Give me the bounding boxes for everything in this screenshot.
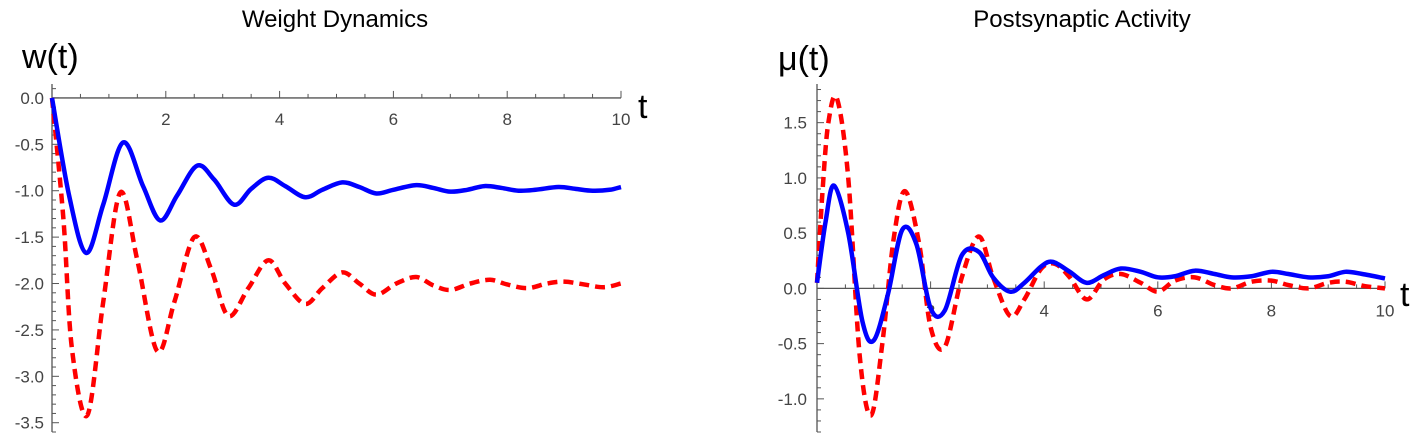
y-tick-label: -1.0 [15,182,44,201]
y-tick-label: 0.0 [20,89,44,108]
y-axis-label: w(t) [21,38,79,76]
y-tick-label: -3.0 [15,367,44,386]
x-tick-label: 2 [161,110,170,129]
x-tick-label: 6 [389,110,398,129]
y-tick-label: 0.0 [783,279,807,298]
chart-title: Weight Dynamics [242,6,428,33]
y-tick-label: -1.0 [778,390,807,409]
x-tick-label: 4 [275,110,284,129]
series-line-red-dashed [49,97,622,419]
x-tick-label: 8 [502,110,511,129]
plot-area: 2 4 6 8 101.51.00.50.0-0.5-1.0 [778,84,1395,433]
series-line-blue-solid [49,97,622,256]
plot-area: 2 4 6 8 10 0.0 -0.5 -1.0 -1.5 -2.0 -2.5 -3.0 -3.5 [15,84,631,433]
y-tick-label: -3.5 [15,414,44,433]
chart-weight-dynamics: Weight Dynamics w(t) t 2 4 6 8 10 0.0 -0.5 -1.0… [15,6,648,433]
y-tick-label: -0.5 [15,135,44,154]
y-tick-label: -1.5 [15,228,44,247]
x-tick-label: 10 [1376,301,1395,320]
x-tick-label: 4 [1039,301,1048,320]
chart-title: Postsynaptic Activity [973,6,1190,33]
y-tick-label: -2.5 [15,321,44,340]
x-tick-label: 8 [1267,301,1276,320]
chart-postsynaptic-activity: Postsynaptic Activity μ(t) t 2 4 6 8 101.51.… [778,6,1410,433]
x-axis-label: t [1400,276,1410,314]
y-axis-label: μ(t) [778,40,830,78]
x-axis-label: t [638,88,648,126]
y-tick-label: 0.5 [783,224,807,243]
x-tick-label: 6 [1153,301,1162,320]
x-tick-label: 10 [612,110,631,129]
series-line-blue-solid [814,183,1386,345]
y-tick-label: -2.0 [15,275,44,294]
series-line-red-dashed [814,93,1386,418]
y-tick-label: 1.0 [783,169,807,188]
y-tick-label: -0.5 [778,335,807,354]
y-tick-label: 1.5 [783,114,807,133]
